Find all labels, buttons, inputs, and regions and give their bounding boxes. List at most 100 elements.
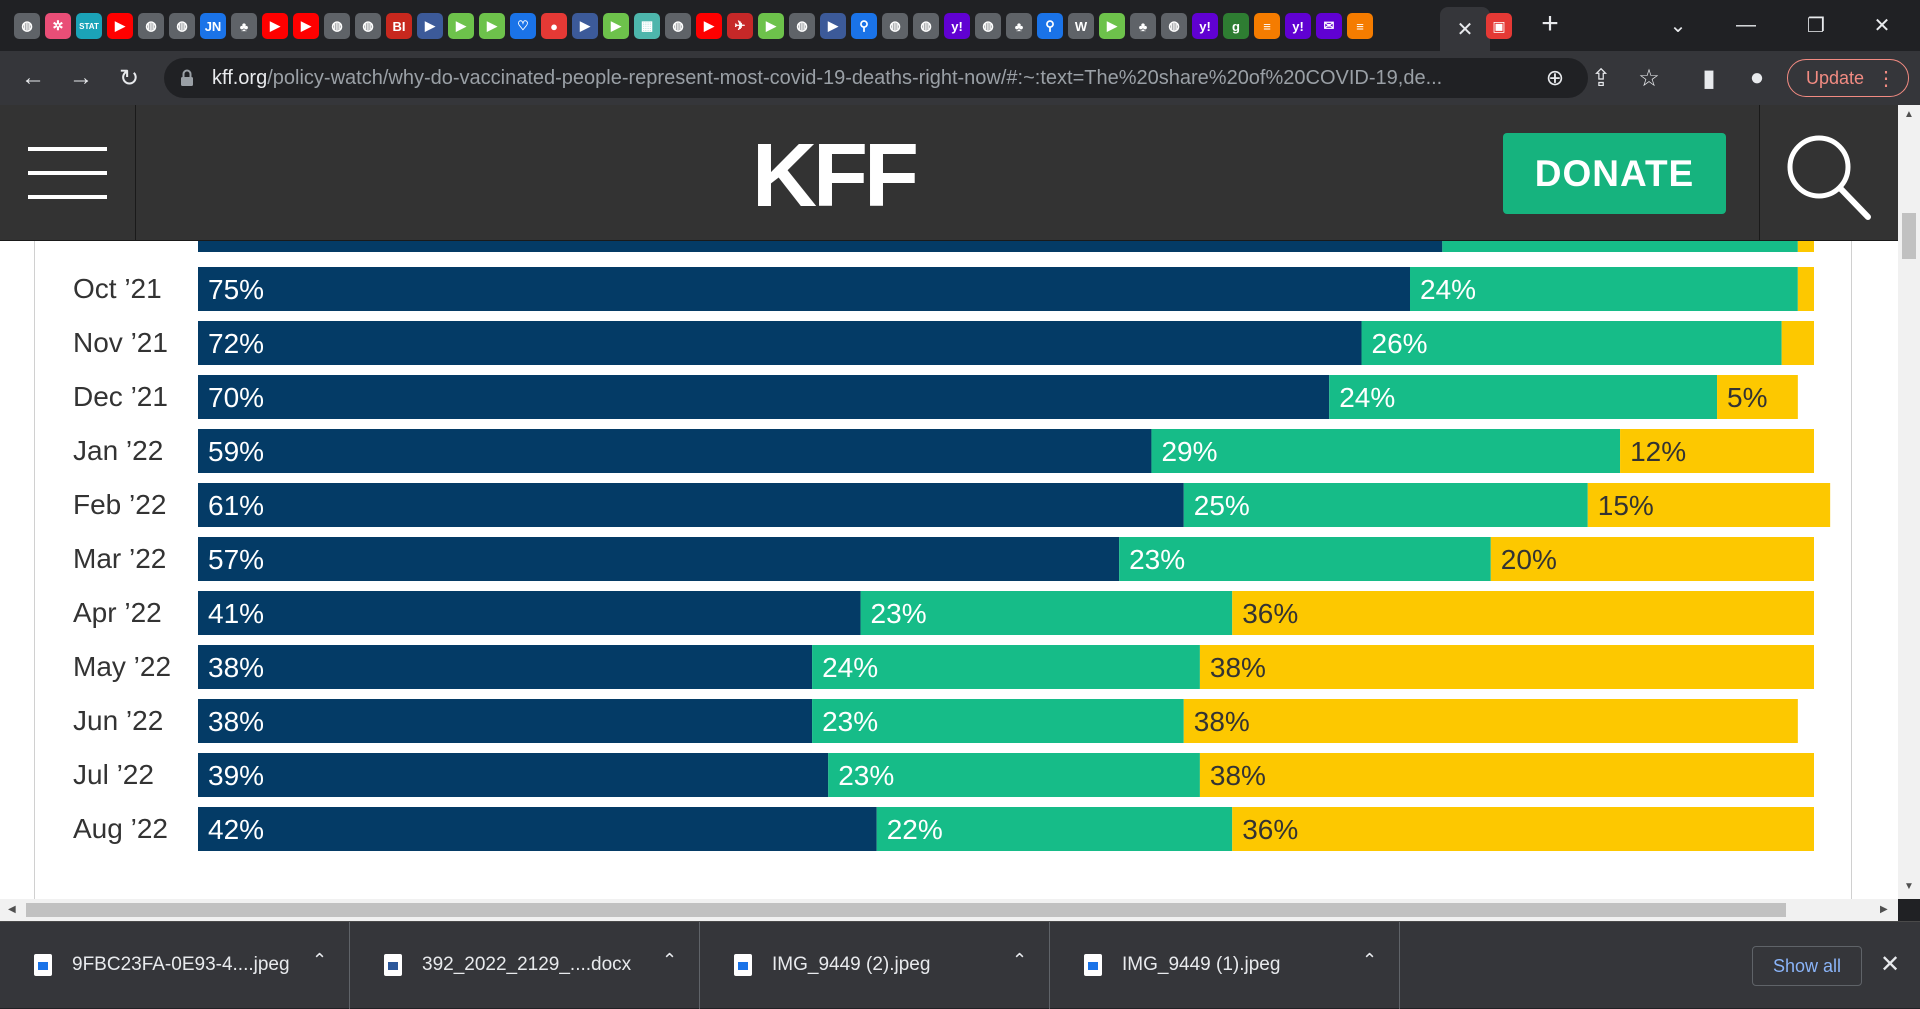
globe-icon[interactable]: ◍ xyxy=(14,13,40,39)
inbox-tab[interactable]: ▣ xyxy=(1486,13,1512,39)
play-icon[interactable]: ▶ xyxy=(758,13,784,39)
globe-icon[interactable]: ◍ xyxy=(975,13,1001,39)
yahoo-icon[interactable]: y! xyxy=(1192,13,1218,39)
bar-segment xyxy=(1797,267,1814,311)
youtube-icon[interactable]: ▶ xyxy=(107,13,133,39)
globe-icon[interactable]: ◍ xyxy=(324,13,350,39)
globe-icon[interactable]: ◍ xyxy=(169,13,195,39)
chevron-up-icon[interactable]: ⌃ xyxy=(662,950,678,970)
youtube-icon[interactable]: ▶ xyxy=(696,13,722,39)
kff-logo[interactable]: KFF xyxy=(752,126,919,226)
yahoo-icon[interactable]: y! xyxy=(1285,13,1311,39)
heart-icon[interactable]: ♡ xyxy=(510,13,536,39)
hamburger-menu-icon[interactable] xyxy=(0,105,136,241)
download-item[interactable]: IMG_9449 (2).jpeg ⌃ xyxy=(700,922,1050,1009)
bookmark-icon[interactable]: ≡ xyxy=(1347,13,1373,39)
download-item[interactable]: 9FBC23FA-0E93-4....jpeg ⌃ xyxy=(0,922,350,1009)
stat-icon[interactable]: STAT xyxy=(76,13,102,39)
forward-icon[interactable]: → xyxy=(69,64,93,91)
youtube-icon[interactable]: ▶ xyxy=(262,13,288,39)
vertical-scrollbar[interactable]: ▲ ▼ xyxy=(1898,105,1920,899)
globe-icon[interactable]: ◍ xyxy=(913,13,939,39)
globe-icon[interactable]: ◍ xyxy=(1161,13,1187,39)
side-panel-icon[interactable]: ▮ xyxy=(1702,64,1716,92)
reload-icon[interactable]: ↻ xyxy=(118,64,140,92)
close-window-icon[interactable]: ✕ xyxy=(1873,14,1891,37)
pinwheel-icon[interactable]: ✲ xyxy=(45,13,71,39)
chevron-up-icon[interactable]: ⌃ xyxy=(1362,950,1378,970)
plane-icon[interactable]: ✈ xyxy=(727,13,753,39)
download-item[interactable]: IMG_9449 (1).jpeg ⌃ xyxy=(1050,922,1400,1009)
globe-icon[interactable]: ◍ xyxy=(882,13,908,39)
play-icon[interactable]: ▶ xyxy=(603,13,629,39)
scroll-up-icon[interactable]: ▲ xyxy=(1904,109,1914,120)
globe-icon[interactable]: ◍ xyxy=(665,13,691,39)
restore-icon[interactable]: ❐ xyxy=(1807,14,1825,37)
play-icon[interactable]: ▶ xyxy=(479,13,505,39)
jn-icon[interactable]: JN xyxy=(200,13,226,39)
wiki-icon[interactable]: W xyxy=(1068,13,1094,39)
horizontal-scroll-thumb[interactable] xyxy=(26,903,1786,917)
stacked-bar-chart: Oct ’21 75% 24% Nov ’21 72% 26% Dec ’21 70% 24% 5… xyxy=(73,241,1831,851)
tab-search-icon[interactable]: ⌄ xyxy=(1669,14,1687,37)
download-filename: IMG_9449 (2).jpeg xyxy=(772,954,931,975)
minimize-icon[interactable]: — xyxy=(1736,13,1756,36)
yahoo-icon[interactable]: y! xyxy=(944,13,970,39)
mic-icon[interactable]: ● xyxy=(541,13,567,39)
grid-icon[interactable]: ▦ xyxy=(634,13,660,39)
address-bar[interactable]: kff.org/policy-watch/why-do-vaccinated-p… xyxy=(164,58,1588,98)
download-item[interactable]: 392_2022_2129_....docx ⌃ xyxy=(350,922,700,1009)
new-tab-button[interactable]: + xyxy=(1541,7,1559,40)
active-tab[interactable]: ✕ xyxy=(1440,7,1490,51)
update-button[interactable]: Update ⋮ xyxy=(1787,59,1909,97)
bar-segment xyxy=(1232,807,1814,851)
globe-icon[interactable]: ◍ xyxy=(789,13,815,39)
scroll-right-icon[interactable]: ▶ xyxy=(1880,904,1888,915)
g-icon[interactable]: g xyxy=(1223,13,1249,39)
category-label: Jan ’22 xyxy=(73,435,163,466)
bar-segment xyxy=(812,699,1184,743)
close-download-bar-icon[interactable]: ✕ xyxy=(1880,951,1901,978)
site-search-button[interactable] xyxy=(1759,105,1898,241)
data-label: 38% xyxy=(208,652,264,683)
bi-icon[interactable]: BI xyxy=(386,13,412,39)
arrow-icon[interactable]: ▶ xyxy=(820,13,846,39)
profile-icon[interactable]: ● xyxy=(1749,64,1765,91)
download-filename: IMG_9449 (1).jpeg xyxy=(1122,954,1281,975)
tree-icon[interactable]: ♣ xyxy=(1006,13,1032,39)
chevron-up-icon[interactable]: ⌃ xyxy=(312,950,328,970)
youtube-icon[interactable]: ▶ xyxy=(293,13,319,39)
share-icon[interactable]: ⇪ xyxy=(1590,64,1612,92)
data-label: 38% xyxy=(1210,652,1266,683)
bookmark-icon[interactable]: ≡ xyxy=(1254,13,1280,39)
globe-icon[interactable]: ◍ xyxy=(138,13,164,39)
search-icon[interactable]: ⚲ xyxy=(851,13,877,39)
download-filename: 9FBC23FA-0E93-4....jpeg xyxy=(72,954,290,975)
menu-dots-icon[interactable]: ⋮ xyxy=(1876,68,1896,90)
back-icon[interactable]: ← xyxy=(21,64,45,91)
chevron-up-icon[interactable]: ⌃ xyxy=(1012,950,1028,970)
data-label: 15% xyxy=(1598,490,1654,521)
play-icon[interactable]: ▶ xyxy=(1099,13,1125,39)
globe-icon[interactable]: ◍ xyxy=(355,13,381,39)
tree-icon[interactable]: ♣ xyxy=(231,13,257,39)
bar-segment xyxy=(198,807,877,851)
arrow-icon[interactable]: ▶ xyxy=(572,13,598,39)
search-icon[interactable]: ⚲ xyxy=(1037,13,1063,39)
scroll-down-icon[interactable]: ▼ xyxy=(1904,881,1914,892)
vertical-scroll-thumb[interactable] xyxy=(1902,213,1916,259)
zoom-icon[interactable]: ⊕ xyxy=(1545,65,1565,90)
play-icon[interactable]: ▶ xyxy=(448,13,474,39)
bar-segment xyxy=(1781,321,1814,365)
mail-icon[interactable]: ✉ xyxy=(1316,13,1342,39)
show-all-button[interactable]: Show all xyxy=(1752,946,1862,986)
tab-close-icon[interactable]: ✕ xyxy=(1456,18,1474,41)
word-file-icon xyxy=(384,954,402,976)
donate-button[interactable]: DONATE xyxy=(1503,133,1726,214)
scroll-left-icon[interactable]: ◀ xyxy=(8,904,16,915)
arrow-icon[interactable]: ▶ xyxy=(417,13,443,39)
horizontal-scrollbar[interactable]: ◀ ▶ xyxy=(0,899,1898,921)
bookmark-star-icon[interactable]: ☆ xyxy=(1638,64,1660,92)
tree-icon[interactable]: ♣ xyxy=(1130,13,1156,39)
data-label: 24% xyxy=(822,652,878,683)
